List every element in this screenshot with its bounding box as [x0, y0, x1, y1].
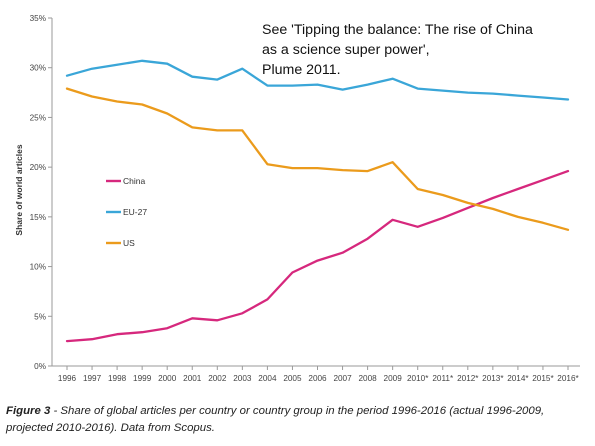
annotation-line: Plume 2011.	[262, 62, 341, 78]
y-tick-label: 15%	[30, 213, 46, 222]
y-axis-label: Share of world articles	[14, 144, 24, 235]
annotation-line: as a science super power',	[262, 42, 430, 58]
figure-caption: Figure 3 - Share of global articles per …	[6, 403, 591, 437]
legend-label-china: China	[123, 176, 145, 186]
series-line-us	[65, 87, 570, 231]
series-line-china	[65, 169, 570, 343]
x-tick-label: 2012*	[457, 374, 479, 383]
y-tick-label: 5%	[34, 312, 46, 321]
x-tick-label: 2010*	[407, 374, 429, 383]
x-tick-label: 2008	[358, 374, 377, 383]
series-line-eu-27	[65, 59, 570, 101]
x-tick-label: 2011*	[432, 374, 454, 383]
series-lines	[65, 59, 570, 343]
x-tick-label: 2003	[233, 374, 252, 383]
legend-label-eu-27: EU-27	[123, 207, 147, 217]
legend-label-us: US	[123, 238, 135, 248]
x-tick-label: 2002	[208, 374, 227, 383]
y-tick-label: 20%	[30, 163, 46, 172]
y-tick-label: 10%	[30, 263, 46, 272]
x-tick-label: 2005	[283, 374, 302, 383]
x-tick-label: 2014*	[507, 374, 529, 383]
x-tick-label: 1999	[133, 374, 152, 383]
caption-label: Figure 3	[6, 405, 51, 417]
legend: China EU-27 US	[106, 176, 147, 248]
y-tick-label: 0%	[34, 362, 46, 371]
tick-labels: 0% 5% 10% 15% 20% 25% 30% 35% 1996 1997 1998 1999 20…	[30, 14, 580, 383]
x-tick-label: 2000	[158, 374, 177, 383]
y-tick-label: 35%	[30, 14, 46, 23]
caption-text: - Share of global articles per country o…	[6, 405, 545, 434]
x-tick-label: 1998	[108, 374, 127, 383]
x-tick-label: 2013*	[482, 374, 504, 383]
x-tick-label: 2015*	[532, 374, 554, 383]
x-tick-label: 2001	[183, 374, 202, 383]
x-tick-label: 2007	[333, 374, 352, 383]
y-tick-label: 30%	[30, 64, 46, 73]
x-tick-label: 2009	[384, 374, 403, 383]
y-tick-label: 25%	[30, 113, 46, 122]
x-tick-label: 2016*	[557, 374, 579, 383]
axes	[48, 17, 580, 370]
x-tick-label: 1996	[58, 374, 77, 383]
annotation: See 'Tipping the balance: The rise of Ch…	[262, 22, 533, 78]
annotation-line: See 'Tipping the balance: The rise of Ch…	[262, 22, 533, 38]
x-tick-label: 2006	[308, 374, 327, 383]
x-tick-label: 1997	[83, 374, 102, 383]
x-tick-label: 2004	[258, 374, 277, 383]
